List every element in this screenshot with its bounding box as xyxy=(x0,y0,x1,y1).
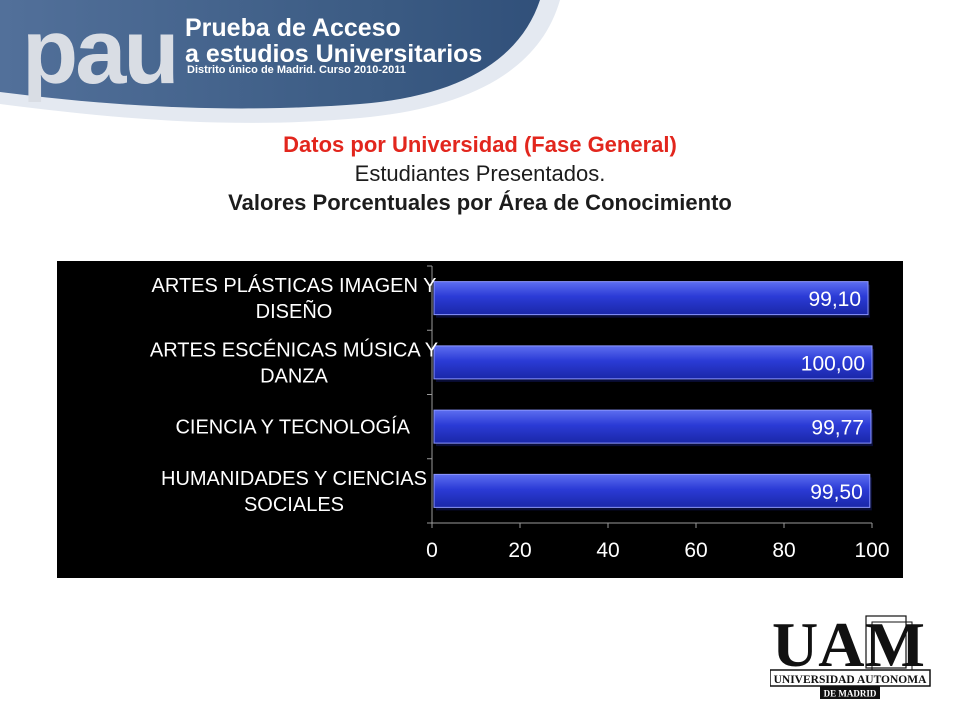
bar-value-label: 99,10 xyxy=(808,288,861,311)
banner-background xyxy=(0,0,560,123)
bar-value-label: 100,00 xyxy=(801,352,865,375)
category-label: SOCIALES xyxy=(244,494,344,516)
page-subtitle: Estudiantes Presentados. xyxy=(354,161,606,186)
bar xyxy=(433,345,873,380)
category-label: HUMANIDADES Y CIENCIAS xyxy=(161,468,427,490)
bar-value-label: 99,50 xyxy=(810,481,863,504)
bar xyxy=(433,473,871,508)
category-label: DANZA xyxy=(260,365,328,387)
x-tick-label: 80 xyxy=(772,539,795,562)
category-label: CIENCIA Y TECNOLOGÍA xyxy=(175,416,410,439)
banner-district: Distrito único de Madrid. Curso 2010-201… xyxy=(187,64,406,76)
uam-city: DE MADRID xyxy=(824,689,877,699)
pau-logo: pau xyxy=(22,1,180,103)
bar-value-label: 99,77 xyxy=(811,417,864,440)
category-label: ARTES ESCÉNICAS MÚSICA Y xyxy=(150,338,438,361)
uam-logo: UAM UNIVERSIDAD AUTONOMA DE MADRID xyxy=(769,608,935,703)
uam-logo-graphic: UAM UNIVERSIDAD AUTONOMA DE MADRID xyxy=(769,609,931,699)
x-tick-label: 20 xyxy=(508,539,531,562)
x-tick-label: 40 xyxy=(596,539,619,562)
page-title: Datos por Universidad (Fase General) xyxy=(283,132,677,157)
banner-subtitle: a estudios Universitarios xyxy=(185,40,483,68)
uam-name: UNIVERSIDAD AUTONOMA xyxy=(774,674,928,686)
bar-chart-svg: 0 20 40 60 80 100 99,10 ARTES PLÁSTICAS IMAGEN … xyxy=(57,261,903,578)
header-banner: pau Prueba de Acceso a estudios Universi… xyxy=(0,0,960,130)
x-tick-label: 100 xyxy=(854,539,889,562)
category-label: ARTES PLÁSTICAS IMAGEN Y xyxy=(152,274,437,297)
x-tick-label: 0 xyxy=(426,539,438,562)
bar xyxy=(433,409,872,444)
bar-chart: 0 20 40 60 80 100 99,10 ARTES PLÁSTICAS IMAGEN … xyxy=(57,261,903,578)
chart-title: Valores Porcentuales por Área de Conocim… xyxy=(228,190,732,215)
category-label: DISEÑO xyxy=(256,299,333,323)
bar xyxy=(433,281,869,316)
banner-title: Prueba de Acceso xyxy=(185,14,401,42)
x-tick-label: 60 xyxy=(684,539,707,562)
title-block: Datos por Universidad (Fase General) Est… xyxy=(0,130,960,217)
